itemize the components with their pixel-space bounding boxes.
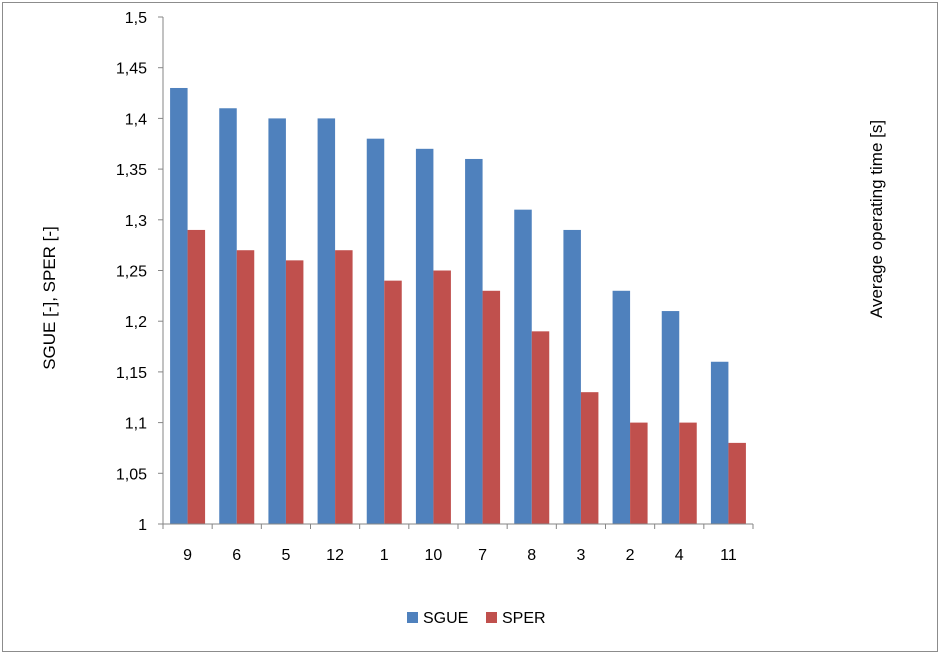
y-tick-label: 1,1 [125,416,147,433]
x-category-label: 5 [281,547,290,564]
legend-label-sgue: SGUE [423,610,468,627]
bar-sgue [710,361,729,524]
bar-sgue [661,311,680,524]
bar-sgue [415,148,434,524]
x-category-label: 4 [675,547,684,564]
y-axis-title-left: SGUE [-], SPER [-] [40,226,59,370]
y-tick-label: 1,4 [125,111,147,128]
legend-swatch-sper [486,612,497,623]
legend-label-sper: SPER [502,610,546,627]
bar-sper [630,422,648,524]
bar-sper [384,280,402,524]
bar-sgue [514,209,532,524]
x-category-label: 11 [720,547,737,564]
y-tick-label: 1,45 [116,61,147,78]
x-category-label: 2 [626,547,635,564]
y-axis-title-right: Average operating time [s] [867,120,886,318]
x-category-label: 7 [478,547,487,564]
x-category-label: 10 [425,547,443,564]
bar-sper [728,442,746,524]
legend: SGUE SPER [407,610,546,627]
bar-chart: 1 1,05 1,1 1,15 1,2 1,25 1,3 1,35 1,4 1,45 1,5 9 6 5… [40,10,886,627]
bar-sper [433,270,451,524]
bar-sper [335,250,353,524]
bar-sgue [170,87,188,524]
y-tick-label: 1,35 [116,162,147,179]
bar-sper [482,290,501,524]
bar-sper [580,392,599,524]
x-category-label: 6 [232,547,241,564]
bar-sgue [563,229,581,524]
bar-sper [236,250,255,524]
bar-sper [679,422,697,524]
y-tick-label: 1 [138,517,147,534]
bar-sgue [219,108,237,524]
bar-sper [285,260,304,524]
x-category-label: 3 [576,547,585,564]
bar-sgue [268,118,286,525]
bar-sper [531,331,550,524]
x-category-label: 8 [527,547,536,564]
y-tick-label: 1,15 [116,365,147,382]
y-tick-label: 1,2 [125,314,147,331]
legend-swatch-sgue [407,612,418,623]
bar-sgue [317,118,336,525]
y-tick-label: 1,5 [125,10,147,27]
bar-series [170,87,746,525]
y-axis-ticks: 1 1,05 1,1 1,15 1,2 1,25 1,3 1,35 1,4 1,45 1,5 [116,10,163,534]
x-axis-category-labels: 9 6 5 12 1 10 7 8 3 2 4 11 [162,524,754,564]
bar-sgue [366,138,385,524]
bar-sper [187,229,206,524]
x-category-label: 12 [326,547,344,564]
x-category-label: 1 [380,547,389,564]
y-tick-label: 1,05 [116,466,147,483]
bar-sgue [612,290,631,524]
bar-sgue [465,158,483,524]
x-category-label: 9 [183,547,192,564]
y-tick-label: 1,25 [116,264,147,281]
y-tick-label: 1,3 [125,213,147,230]
